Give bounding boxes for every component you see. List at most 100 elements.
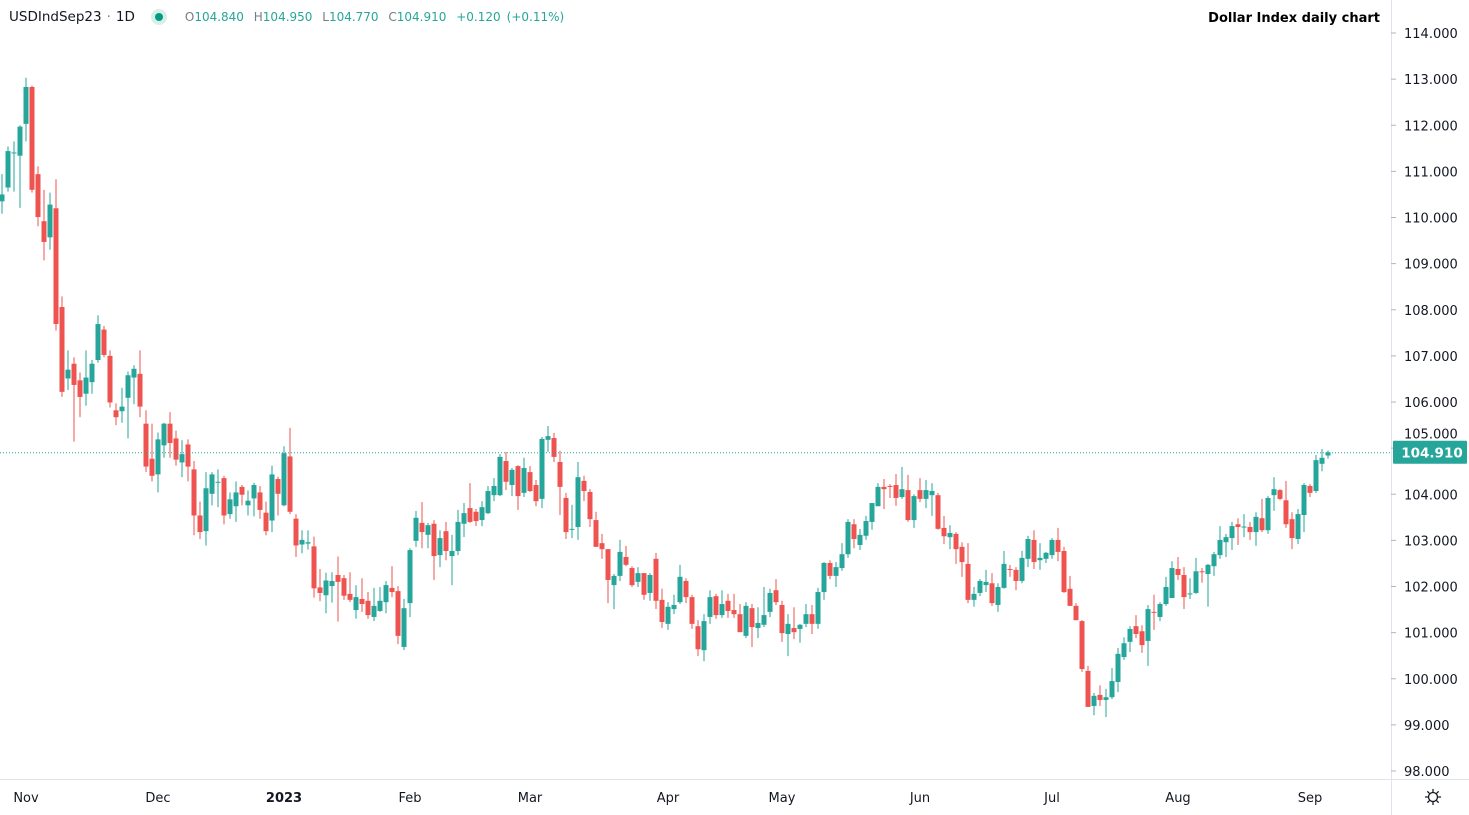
candle-body (149, 458, 155, 476)
price-tick-label: 108.000 (1404, 304, 1458, 319)
candle (407, 548, 413, 617)
candle (1301, 483, 1307, 533)
candle-body (665, 606, 671, 624)
candle (713, 593, 719, 619)
open-label: O (184, 10, 195, 24)
candle-body (791, 628, 797, 633)
candle-body (1001, 563, 1007, 588)
candle (893, 473, 899, 506)
candle-body (185, 444, 191, 467)
candle-body (521, 467, 527, 493)
candle-body (1265, 497, 1271, 531)
symbol-name[interactable]: USDIndSep23 (9, 9, 102, 25)
candle-body (179, 454, 185, 463)
candle (503, 451, 509, 491)
candle (959, 542, 965, 577)
candle-body (1103, 697, 1109, 700)
candle-body (581, 480, 587, 492)
candle (1115, 647, 1121, 693)
candle-body (965, 563, 971, 600)
candle-body (113, 410, 119, 418)
candle-body (761, 615, 767, 625)
candle (461, 503, 467, 538)
candle-body (425, 525, 431, 535)
candle-body (1019, 557, 1025, 581)
candle-body (1271, 489, 1277, 496)
candle (1091, 693, 1097, 716)
candle-body (305, 542, 311, 544)
time-tick-label: Jun (909, 791, 930, 806)
candle-body (929, 491, 935, 496)
candle (983, 569, 989, 593)
candle (41, 189, 47, 261)
candle (551, 432, 557, 462)
candle-body (779, 604, 785, 634)
candle-body (137, 373, 143, 407)
candle-body (167, 423, 173, 444)
candle-body (569, 528, 575, 530)
candle (809, 604, 815, 635)
candle-body (851, 524, 857, 539)
candle (719, 590, 725, 618)
candle (287, 427, 293, 515)
candle-body (323, 580, 329, 596)
candle (293, 514, 299, 557)
candle (341, 574, 347, 600)
candle-body (47, 204, 53, 238)
candle (209, 472, 215, 506)
candle-body (203, 488, 209, 532)
candle-body (419, 522, 425, 533)
candle-body (485, 491, 491, 514)
candle-body (515, 466, 521, 497)
candle (233, 481, 239, 522)
candle (791, 607, 797, 640)
candle (0, 174, 5, 214)
candle (797, 623, 803, 643)
candle-body (317, 587, 323, 593)
candle (449, 534, 455, 586)
candle (773, 579, 779, 605)
time-tick-label: Sep (1298, 791, 1323, 806)
candle-body (0, 194, 5, 202)
candle-body (989, 583, 995, 604)
candle-body (233, 492, 239, 507)
candle-body (119, 406, 125, 412)
interval[interactable]: 1D (115, 9, 135, 25)
candle (359, 578, 365, 612)
candle (587, 489, 593, 527)
candle-body (1319, 457, 1325, 464)
candle-body (41, 221, 47, 242)
candle (1043, 551, 1049, 563)
candle-body (731, 610, 737, 615)
candle (569, 504, 575, 539)
candle-body (677, 576, 683, 603)
price-axis[interactable]: 98.000 99.000 100.000 101.000 102.000 103.000… (1391, 27, 1458, 780)
candle-body (803, 614, 809, 624)
candle (695, 620, 701, 657)
candle-body (443, 531, 449, 551)
candle-body (611, 575, 617, 586)
candle (761, 586, 767, 628)
candle-body (77, 380, 83, 397)
candle-body (845, 521, 851, 555)
candle (191, 461, 197, 536)
price-tick-label: 100.000 (1404, 673, 1458, 688)
candle (905, 474, 911, 522)
candle (947, 525, 953, 550)
candle (431, 520, 437, 581)
candle-body (1133, 626, 1139, 635)
candle-body (89, 363, 95, 383)
candle (689, 594, 695, 629)
gear-icon[interactable] (1424, 788, 1442, 806)
price-tick-label: 105.000 (1404, 427, 1458, 442)
candle-body (947, 532, 953, 538)
candle-body (1313, 460, 1319, 492)
candle (605, 549, 611, 604)
time-axis[interactable]: Nov Dec 2023 Feb Mar Apr May Jun Jul Aug Sep (13, 791, 1322, 806)
candle-body (827, 562, 833, 576)
candle-body (1145, 609, 1151, 641)
candle (641, 573, 647, 600)
candle (185, 439, 191, 482)
candle-body (923, 490, 929, 499)
